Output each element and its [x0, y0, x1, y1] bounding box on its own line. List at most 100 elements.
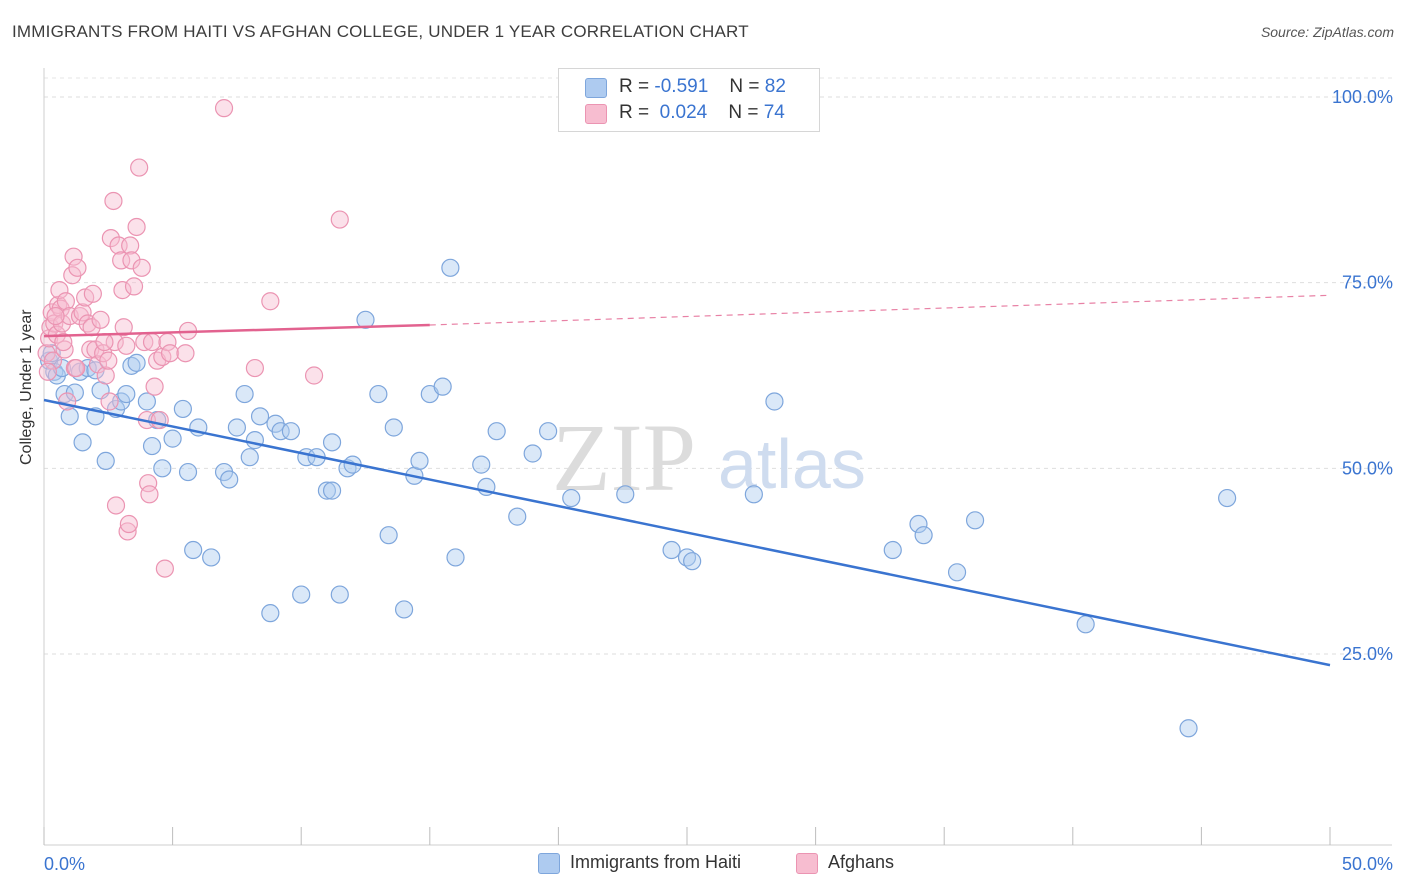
afghan-point [64, 247, 83, 266]
afghan-point [68, 258, 87, 277]
haiti-point [914, 526, 933, 545]
afghan-point [91, 310, 110, 329]
legend-swatch-haiti [585, 78, 607, 98]
legend-r-label: R = [619, 76, 650, 97]
afghan-point [99, 351, 118, 370]
legend-r-value: 0.024 [659, 102, 708, 123]
source-label: Source: ZipAtlas.com [1260, 24, 1394, 40]
watermark-zip: ZIP [552, 404, 696, 511]
afghan-point [330, 210, 349, 229]
afghan-point [127, 217, 146, 237]
afghan-point [83, 284, 102, 303]
afghan-point [104, 191, 123, 211]
afghan-point [121, 236, 140, 255]
legend-swatch-afghans [585, 104, 607, 124]
afghan-point [96, 366, 115, 385]
legend-r-value: -0.591 [654, 76, 709, 97]
haiti-point [965, 511, 985, 530]
haiti-point [330, 585, 349, 604]
trend-lines [43, 294, 1331, 667]
haiti-point [1179, 719, 1198, 738]
haiti-point [1218, 488, 1237, 508]
haiti-point [250, 407, 270, 426]
correlation-legend: R = -0.591 N = 82 R = 0.024 N = 74 [558, 68, 820, 132]
haiti-point [765, 392, 784, 411]
haiti-point [122, 356, 141, 375]
afghan-point [73, 303, 92, 322]
afghan-point [50, 280, 69, 300]
haiti-point [539, 422, 558, 441]
haiti-point [220, 470, 239, 489]
afghan-trend-extension [429, 294, 1331, 326]
haiti-point [369, 384, 388, 404]
afghan-point [43, 351, 63, 370]
afghan-point [114, 318, 133, 337]
haiti-point [227, 418, 246, 437]
haiti-point [271, 422, 290, 441]
chart-title: IMMIGRANTS FROM HAITI VS AFGHAN COLLEGE,… [12, 22, 749, 41]
haiti-point [153, 459, 172, 478]
haiti-point [317, 481, 337, 500]
legend-swatch-haiti [538, 853, 560, 874]
haiti-point [1076, 615, 1095, 634]
watermark: ZIP atlas [552, 404, 866, 511]
legend-label-afghans: Afghans [828, 852, 895, 872]
haiti-point [394, 600, 414, 619]
legend-n-label: N = [728, 102, 759, 123]
haiti-point [410, 451, 429, 471]
afghan-point [46, 306, 65, 326]
afghan-point [67, 358, 86, 378]
x-tick-label-max: 50.0% [1342, 854, 1393, 874]
afghan-point [106, 496, 126, 515]
haiti-point [356, 310, 375, 329]
haiti-point [235, 384, 254, 404]
haiti-point [883, 540, 902, 560]
haiti-point [446, 548, 465, 567]
haiti-point [281, 422, 301, 441]
haiti-point [261, 604, 280, 623]
legend-n-label: N = [729, 76, 760, 97]
y-tick-label: 25.0% [1342, 644, 1393, 664]
afghan-point [122, 251, 141, 270]
legend-r-label: R = [619, 102, 650, 123]
afghan-point [140, 485, 159, 504]
axes [43, 68, 1392, 846]
legend-n-value: 74 [763, 102, 785, 123]
haiti-point [178, 462, 198, 482]
legend-swatch-afghans [796, 853, 818, 874]
haiti-point [127, 353, 146, 372]
afghan-point [38, 362, 57, 381]
haiti-point [562, 488, 581, 508]
haiti-point [292, 585, 311, 604]
afghan-point [54, 332, 73, 352]
x-tick-label-min: 0.0% [44, 854, 85, 874]
afghan-point [95, 332, 114, 352]
afghan-point [113, 280, 132, 300]
haiti-point [662, 540, 681, 560]
haiti-point [441, 258, 460, 277]
haiti-point [60, 407, 79, 426]
haiti-point [117, 384, 136, 404]
haiti-point [487, 422, 506, 441]
haiti-point [683, 552, 702, 571]
legend-label-haiti: Immigrants from Haiti [570, 852, 742, 872]
legend-n-value: 82 [764, 76, 786, 97]
y-tick-labels: 25.0% 50.0% 75.0% 100.0% [1332, 87, 1393, 664]
haiti-point [173, 399, 192, 419]
haiti-point [322, 433, 342, 452]
afghan-point [37, 344, 56, 363]
afghan-point [304, 366, 324, 385]
haiti-point [433, 377, 452, 396]
afghan-point [55, 340, 74, 359]
haiti-point [472, 455, 491, 474]
afghan-point [245, 358, 265, 378]
haiti-point [245, 431, 265, 450]
y-tick-label: 50.0% [1342, 458, 1393, 478]
haiti-point [322, 481, 342, 500]
afghan-point [261, 292, 280, 311]
data-points [37, 99, 1237, 738]
afghan-point [130, 158, 149, 177]
afghan-point [58, 392, 77, 411]
afghan-point [132, 258, 151, 277]
